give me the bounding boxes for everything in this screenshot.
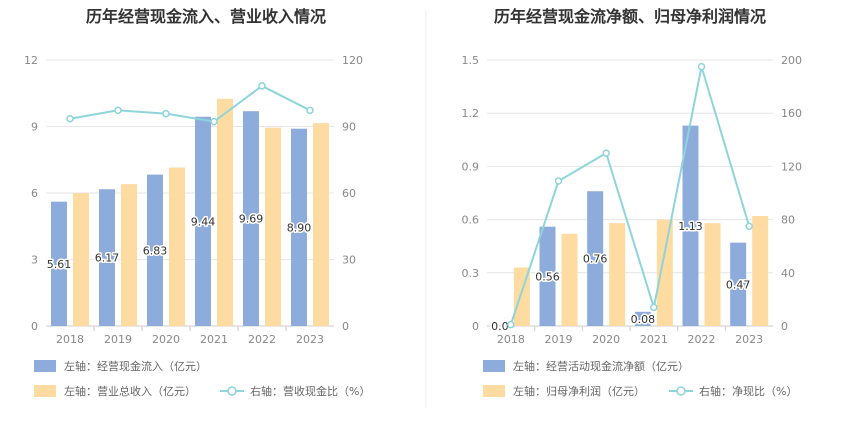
x-axis-tick-label: 2021 <box>640 333 668 346</box>
bar-data-label: 1.13 <box>678 220 703 233</box>
x-axis-tick-label: 2023 <box>735 333 763 346</box>
bar-series-2 <box>656 219 673 326</box>
chart-title: 历年经营现金流净额、归母净利润情况 <box>494 7 766 26</box>
x-axis-tick-label: 2020 <box>592 333 620 346</box>
bar-data-label: 0.0 <box>491 320 509 333</box>
line-series <box>509 66 751 325</box>
left-axis-tick-label: 1.5 <box>462 54 480 67</box>
bar-data-label: 6.83 <box>143 244 168 257</box>
bar-series-1 <box>51 201 67 326</box>
line-point <box>306 106 314 115</box>
line-point <box>650 303 658 312</box>
left-axis-tick-label: 0 <box>472 320 479 333</box>
x-axis-tick-label: 2022 <box>688 333 716 346</box>
bar-series-1 <box>243 111 259 326</box>
bar-series-2 <box>73 193 89 326</box>
left-axis-tick-label: 6 <box>31 187 38 200</box>
legend-label: 左轴：经营现金流入（亿元） <box>64 359 207 373</box>
line-point <box>745 222 753 230</box>
legend-label: 右轴：营收现金比（%） <box>250 384 370 398</box>
right-axis-tick-label: 160 <box>781 107 802 120</box>
left-axis-tick-label: 9 <box>31 121 38 134</box>
left-axis-tick-label: 1.2 <box>462 107 480 120</box>
legend-label: 左轴：经营活动现金流净额（亿元） <box>513 359 689 373</box>
x-axis-tick-label: 2018 <box>56 333 84 346</box>
bar-series-1 <box>99 189 115 326</box>
bar-series-1 <box>147 174 163 326</box>
left-axis-tick-label: 0.6 <box>462 214 480 227</box>
line-point <box>66 114 74 123</box>
legend-swatch-marker <box>676 386 686 396</box>
right-axis-tick-label: 80 <box>781 214 795 227</box>
line-point <box>114 106 122 115</box>
bar-series-2 <box>561 233 578 326</box>
bar-series-1 <box>682 125 699 326</box>
bar-data-label: 9.44 <box>191 215 216 228</box>
x-axis-tick-label: 2019 <box>104 333 132 346</box>
bar-data-label: 0.76 <box>583 253 608 266</box>
x-axis-tick-label: 2022 <box>248 333 276 346</box>
bar-series-2 <box>609 223 626 326</box>
line-point <box>162 109 170 118</box>
bar-series-2 <box>752 216 769 326</box>
bar-series-1 <box>539 226 556 326</box>
x-axis-tick-label: 2021 <box>200 333 228 346</box>
chart-panel-cash-inflow-revenue: 历年经营现金流入、营业收入情况 0 0 3 30 6 60 9 90 12 120 2018 2019 2… <box>24 7 370 398</box>
legend-label: 左轴：营业总收入（亿元） <box>64 384 196 398</box>
bar-data-label: 5.61 <box>47 258 72 271</box>
bar-data-label: 0.08 <box>631 313 656 326</box>
left-axis-tick-label: 0 <box>31 320 38 333</box>
left-axis-tick-label: 0.3 <box>462 267 480 280</box>
left-axis-tick-label: 3 <box>31 254 38 267</box>
right-axis-tick-label: 200 <box>781 54 802 67</box>
legend-swatch <box>483 385 505 397</box>
legend-swatch <box>34 385 56 397</box>
right-axis-tick-label: 120 <box>781 160 802 173</box>
legend-swatch-marker <box>227 386 237 396</box>
legend-swatch <box>483 360 505 372</box>
line-series <box>69 84 311 123</box>
bar-data-label: 6.17 <box>95 252 120 265</box>
right-axis-tick-label: 30 <box>342 254 356 267</box>
line-point <box>554 177 563 185</box>
bar-series-1 <box>587 191 604 326</box>
left-axis-tick-label: 0.9 <box>462 160 480 173</box>
bar-data-label: 0.47 <box>726 278 751 291</box>
line-point <box>697 62 706 71</box>
bar-series-2 <box>704 223 721 326</box>
legend-swatch <box>34 360 56 372</box>
x-axis-tick-label: 2020 <box>152 333 180 346</box>
line-point <box>258 82 266 90</box>
legend-label: 左轴：归母净利润（亿元） <box>513 384 645 398</box>
line-point <box>602 149 610 157</box>
bar-data-label: 8.90 <box>287 221 312 234</box>
line-point <box>507 320 515 329</box>
bar-series-1 <box>730 242 747 326</box>
bar-series-1 <box>291 128 307 326</box>
right-axis-tick-label: 0 <box>342 320 349 333</box>
line-point <box>210 117 218 126</box>
chart-panel-net-cashflow-profit: 历年经营现金流净额、归母净利润情况 0 0 0.3 40 0.6 80 0.9 120 1.2 16… <box>462 7 803 398</box>
bar-data-label: 9.69 <box>239 213 264 226</box>
x-axis-tick-label: 2018 <box>497 333 525 346</box>
left-axis-tick-label: 12 <box>24 54 38 67</box>
bar-series-2 <box>169 167 185 326</box>
bar-series-2 <box>265 127 281 326</box>
bar-series-1 <box>634 311 651 326</box>
right-axis-tick-label: 90 <box>342 121 356 134</box>
bar-series-2 <box>217 98 233 327</box>
chart-title: 历年经营现金流入、营业收入情况 <box>86 7 326 26</box>
right-axis-tick-label: 0 <box>781 320 788 333</box>
x-axis-tick-label: 2019 <box>545 333 573 346</box>
right-axis-tick-label: 120 <box>342 54 363 67</box>
right-axis-tick-label: 60 <box>342 187 356 200</box>
right-axis-tick-label: 40 <box>781 267 795 280</box>
x-axis-tick-label: 2023 <box>296 333 324 346</box>
bar-data-label: 0.56 <box>535 270 560 283</box>
bar-series-2 <box>313 123 329 326</box>
bar-series-1 <box>195 116 211 326</box>
bar-series-2 <box>121 184 137 326</box>
legend-label: 右轴：净现比（%） <box>699 384 797 398</box>
